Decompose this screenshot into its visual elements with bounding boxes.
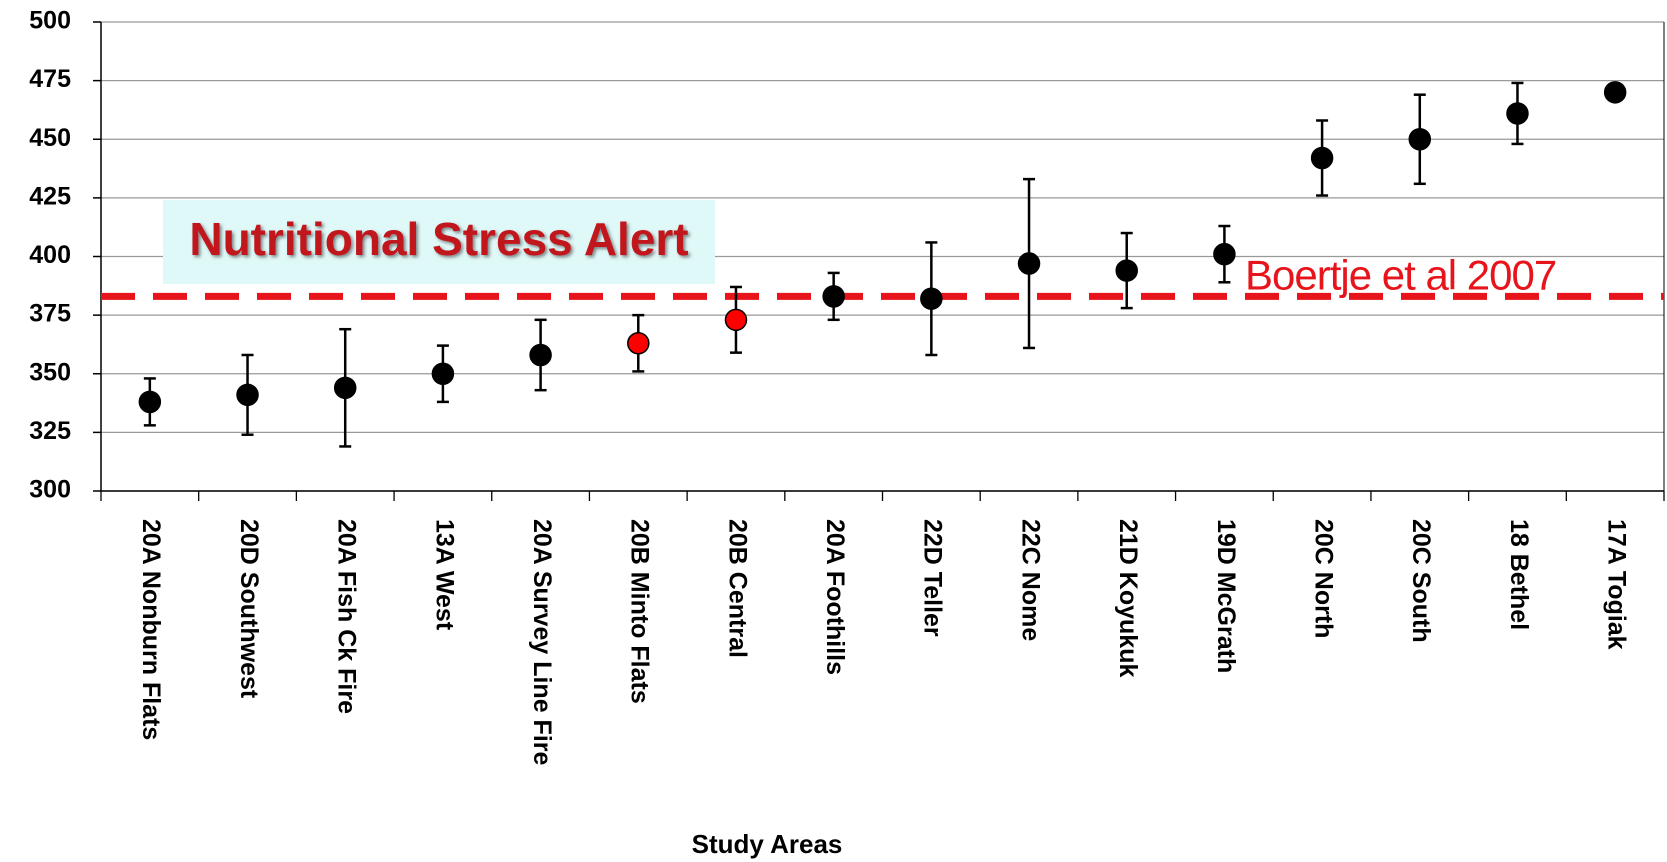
alert-box — [163, 200, 715, 284]
point — [1115, 259, 1138, 282]
x-tick-label: 20C North — [1309, 519, 1337, 638]
x-tick-label: 19D McGrath — [1212, 519, 1240, 673]
y-tick-label: 450 — [29, 124, 71, 152]
point — [1506, 102, 1529, 125]
alert-label: Nutritional Stress Alert — [189, 213, 688, 265]
x-tick-label: 18 Bethel — [1505, 519, 1533, 630]
point — [138, 390, 162, 414]
x-tick-label: 20A Survey Line Fire — [528, 519, 556, 765]
point — [724, 308, 748, 332]
point — [1017, 252, 1041, 275]
point — [1310, 146, 1334, 170]
x-tick-label: 20B Minto Flats — [626, 519, 654, 704]
point — [1603, 81, 1627, 104]
grid — [93, 21, 1665, 501]
y-tick-label: 325 — [29, 417, 71, 445]
y-tick-label: 425 — [29, 182, 71, 210]
point — [920, 287, 943, 310]
y-tick-label: 400 — [29, 241, 71, 269]
y-tick-label: 375 — [29, 300, 71, 328]
x-tick-label: 20A Nonburn Flats — [137, 519, 165, 740]
x-tick-label: 20C South — [1407, 519, 1435, 643]
x-axis-label: Study Areas — [692, 829, 843, 859]
y-tick-label: 500 — [29, 7, 71, 35]
y-tick-label: 475 — [29, 65, 71, 93]
point — [1213, 242, 1236, 266]
point — [431, 362, 455, 385]
y-tick-label: 300 — [29, 476, 71, 504]
x-tick-label: 20B Central — [723, 519, 751, 658]
x-tick-label: 17A Togiak — [1603, 519, 1631, 650]
point — [236, 383, 259, 407]
x-tick-label: 20A Foothills — [821, 519, 849, 675]
x-tick-label: 20D Southwest — [235, 519, 263, 699]
point — [529, 343, 552, 367]
x-tick-label: 21D Koyukuk — [1114, 519, 1142, 677]
x-tick-label: 22D Teller — [919, 519, 947, 637]
plot — [101, 81, 1664, 448]
point — [627, 332, 650, 355]
y-tick-label: 350 — [29, 358, 71, 386]
point — [333, 376, 357, 400]
x-tick-label: 22C Nome — [1016, 519, 1044, 641]
point — [822, 285, 845, 308]
point — [1408, 128, 1432, 151]
x-tick-label: 20A Fish Ck Fire — [333, 519, 361, 714]
x-tick-label: 13A West — [430, 519, 458, 631]
reference-label: Boertje et al 2007 — [1245, 251, 1556, 298]
